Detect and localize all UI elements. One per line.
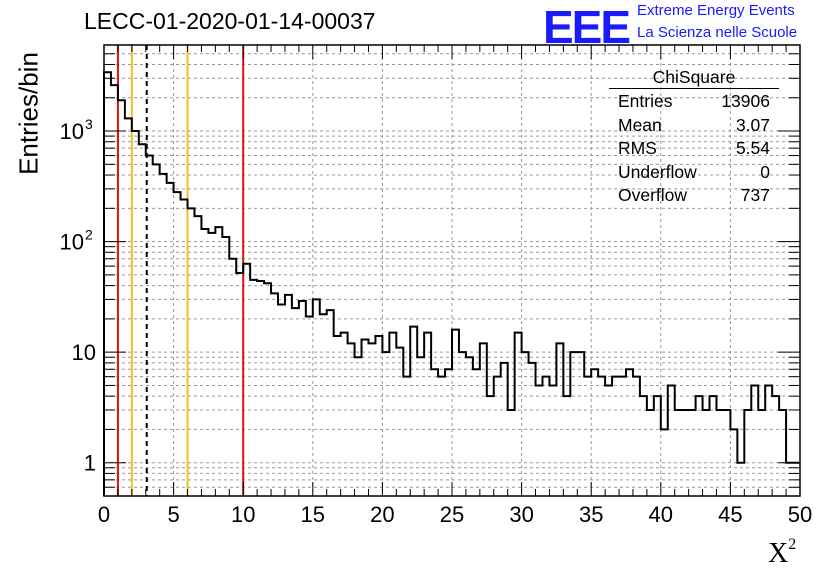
x-tick-label: 40 xyxy=(649,502,673,527)
x-tick-label: 5 xyxy=(167,502,179,527)
stats-row-value: 3.07 xyxy=(735,114,770,135)
x-tick-label: 45 xyxy=(718,502,742,527)
x-tick-label: 25 xyxy=(440,502,464,527)
y-tick-label: 10 xyxy=(60,230,84,255)
chart-title: LECC-01-2020-01-14-00037 xyxy=(84,8,376,34)
stats-title: ChiSquare xyxy=(609,64,779,89)
histogram-series xyxy=(103,71,800,496)
y-tick-label: 10 xyxy=(60,119,84,144)
stats-row: Entries 13906 xyxy=(609,89,779,113)
stats-row-label: Entries xyxy=(618,91,673,111)
stats-row-label: Mean xyxy=(618,114,662,135)
x-tick-label: 0 xyxy=(98,502,110,527)
stats-row-value: 0 xyxy=(760,161,770,182)
stats-row: Overflow 737 xyxy=(609,183,779,207)
stats-row: Underflow 0 xyxy=(609,160,779,184)
logo-line-2: La Scienza nelle Scuole xyxy=(637,24,798,41)
y-tick-label: 10 xyxy=(72,340,96,365)
y-tick-label: 1 xyxy=(84,451,96,476)
x-axis-label: X2 xyxy=(768,536,797,570)
x-tick-label: 15 xyxy=(301,502,325,527)
stats-row-value: 737 xyxy=(740,185,770,205)
x-tick-label: 30 xyxy=(509,502,533,527)
x-tick-label: 20 xyxy=(370,502,394,527)
stats-row-value: 13906 xyxy=(721,91,770,111)
y-tick-exponent: 3 xyxy=(85,116,93,132)
x-tick-label: 35 xyxy=(579,502,603,527)
x-axis-label-base: X xyxy=(768,538,789,569)
stats-row-label: Overflow xyxy=(618,185,688,205)
y-tick-exponent: 2 xyxy=(85,227,93,243)
stats-row: RMS 5.54 xyxy=(609,136,779,160)
stats-row-label: Underflow xyxy=(618,161,697,182)
x-tick-label: 10 xyxy=(231,502,255,527)
x-axis-label-sup: 2 xyxy=(788,536,797,553)
x-tick-label: 50 xyxy=(788,502,812,527)
stats-row: Mean 3.07 xyxy=(609,113,779,137)
stats-box: ChiSquare Entries 13906 Mean 3.07 RMS 5.54 Und… xyxy=(609,64,779,207)
logo-line-1: Extreme Energy Events xyxy=(637,2,795,19)
stats-row-label: RMS xyxy=(618,138,657,158)
stats-row-value: 5.54 xyxy=(735,138,770,158)
